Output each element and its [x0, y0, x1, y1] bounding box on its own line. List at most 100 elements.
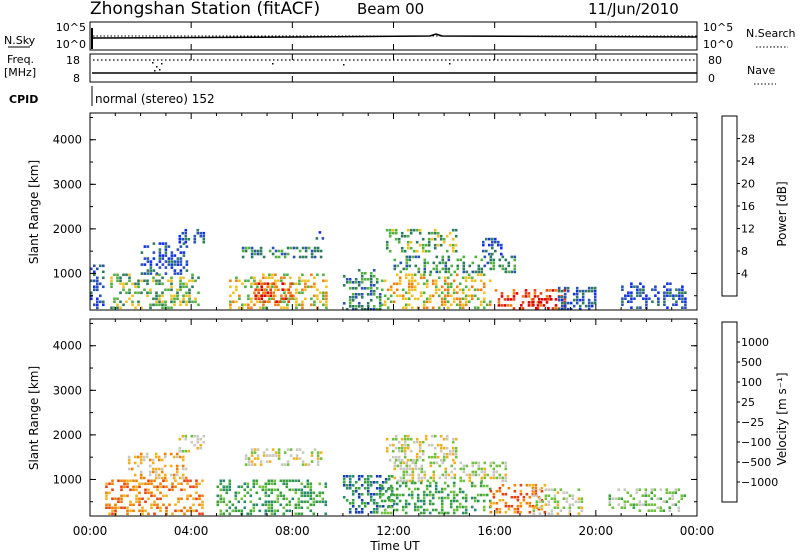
data-cell [262, 255, 266, 259]
data-cell [489, 258, 493, 262]
data-cell [408, 258, 412, 262]
data-cell [195, 482, 198, 486]
data-cell [266, 300, 269, 303]
data-cell [378, 484, 382, 487]
data-cell [467, 276, 471, 280]
data-cell [433, 452, 437, 456]
data-cell [650, 491, 654, 494]
data-cell [378, 475, 382, 478]
data-cell [519, 501, 523, 505]
data-cell [581, 289, 585, 293]
data-cell [489, 476, 493, 480]
data-cell [232, 300, 235, 304]
data-cell [380, 484, 384, 488]
data-cell [476, 493, 480, 497]
data-cell [464, 511, 468, 515]
data-cell [393, 476, 397, 480]
data-cell [407, 493, 411, 497]
data-cell [428, 297, 432, 301]
data-cell [540, 489, 544, 493]
data-cell [298, 249, 302, 253]
data-cell [389, 288, 393, 292]
data-cell [140, 251, 144, 254]
data-cell [262, 273, 265, 277]
data-cell [680, 494, 684, 497]
data-cell [408, 473, 412, 477]
data-cell [169, 464, 173, 468]
data-cell [504, 467, 508, 471]
data-cell [410, 282, 414, 286]
data-cell [513, 489, 517, 493]
data-cell [129, 488, 132, 492]
data-cell [432, 479, 436, 483]
data-cell [533, 292, 537, 295]
data-cell [410, 490, 414, 494]
data-cell [406, 243, 410, 247]
data-cell [139, 476, 143, 480]
data-cell [444, 467, 448, 471]
data-cell [167, 279, 170, 283]
data-cell [641, 494, 645, 497]
data-cell [250, 460, 254, 463]
data-cell [273, 482, 277, 486]
data-cell [247, 294, 250, 298]
data-cell [563, 286, 567, 290]
data-cell [149, 288, 152, 292]
data-cell [128, 297, 131, 301]
data-cell [510, 270, 514, 274]
data-cell [254, 294, 257, 297]
data-cell [253, 279, 256, 283]
data-cell [461, 291, 465, 295]
data-cell [461, 511, 465, 515]
data-cell [521, 301, 525, 304]
nsky-line [91, 33, 698, 39]
data-cell [360, 293, 364, 296]
data-cell [562, 491, 566, 494]
data-cell [316, 463, 320, 466]
data-cell [504, 479, 508, 483]
data-cell [243, 500, 247, 504]
data-cell [422, 291, 426, 295]
data-cell [449, 303, 453, 307]
data-cell [366, 293, 370, 296]
data-cell [553, 506, 557, 509]
data-cell [428, 484, 432, 488]
data-cell [527, 292, 531, 295]
data-cell [306, 482, 310, 486]
data-cell [193, 234, 197, 238]
data-cell [277, 288, 280, 292]
data-cell [267, 479, 271, 483]
data-cell [263, 288, 266, 291]
data-cell [459, 476, 463, 480]
data-cell [139, 461, 143, 465]
data-cell [497, 243, 500, 247]
data-cell [128, 288, 131, 292]
data-cell [482, 291, 486, 295]
data-cell [482, 297, 486, 301]
data-cell [181, 455, 185, 459]
data-cell [360, 308, 364, 311]
data-cell [145, 452, 149, 456]
data-cell [451, 437, 455, 441]
data-cell [180, 482, 183, 486]
data-cell [626, 500, 630, 503]
data-cell [447, 473, 451, 477]
data-cell [360, 272, 364, 275]
data-cell [122, 285, 125, 289]
data-cell [304, 246, 308, 250]
data-cell [409, 458, 413, 462]
cpid-text: normal (stereo) 152 [95, 92, 215, 106]
data-cell [665, 491, 669, 494]
data-cell [259, 249, 263, 253]
data-cell [316, 246, 320, 250]
data-cell [479, 300, 483, 304]
data-cell [96, 267, 99, 271]
data-cell [444, 261, 448, 265]
data-cell [263, 291, 266, 294]
data-cell [135, 500, 138, 504]
data-cell [623, 503, 627, 506]
data-cell [633, 297, 636, 300]
data-cell [260, 282, 263, 285]
data-cell [501, 492, 505, 496]
data-cell [448, 243, 452, 247]
